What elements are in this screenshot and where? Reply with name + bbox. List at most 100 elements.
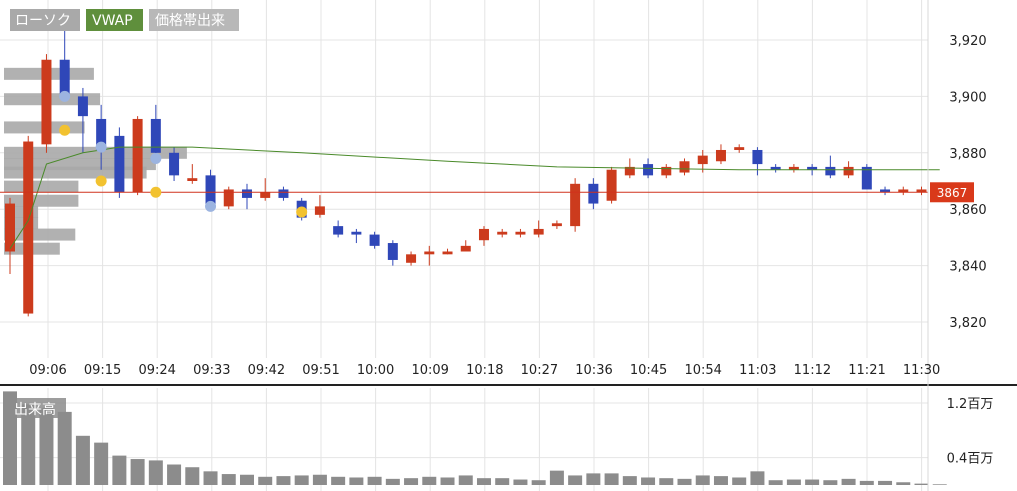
candle-body — [770, 166, 781, 170]
candle-body — [169, 152, 180, 176]
time-tick-label: 11:21 — [848, 363, 885, 378]
volume-bar — [185, 467, 200, 485]
volume-bar — [932, 484, 947, 485]
legend-volume-chip — [8, 398, 66, 418]
candle — [260, 178, 271, 201]
volume-bar — [513, 479, 528, 485]
volume-bar — [458, 475, 473, 485]
volume-bar — [148, 460, 163, 485]
price-tick-label: 3,840 — [949, 260, 986, 275]
candle — [333, 220, 344, 238]
volume-bar — [713, 476, 728, 485]
candle — [661, 164, 672, 179]
legend-volume-label: 出来高 — [14, 401, 56, 418]
candle-body — [333, 226, 344, 235]
candle — [351, 228, 362, 244]
candle-body — [406, 254, 417, 263]
price-tick-label: 3,880 — [949, 147, 986, 162]
candle-body — [861, 166, 872, 190]
candle-body — [424, 251, 435, 255]
marker-yellow — [59, 124, 71, 136]
volume-bar — [239, 474, 254, 485]
candle-body — [5, 203, 15, 252]
candle-body — [606, 169, 617, 201]
volume-bar — [422, 476, 437, 485]
legend-profile-chip[interactable] — [149, 9, 239, 31]
candle — [460, 240, 471, 252]
volume-bar — [21, 404, 36, 485]
candle — [278, 186, 289, 201]
candle — [223, 186, 234, 210]
candle — [241, 183, 252, 210]
candle-body — [643, 164, 654, 176]
marker-blue — [59, 90, 71, 102]
candle — [41, 54, 52, 153]
candle — [132, 116, 143, 196]
volume-bar — [349, 477, 364, 485]
markers — [59, 90, 308, 218]
candle-body — [478, 228, 489, 241]
candle — [59, 25, 70, 100]
candle-body — [752, 149, 763, 165]
profile-bar — [4, 228, 76, 241]
candle — [497, 228, 508, 238]
candle — [77, 87, 88, 153]
volume-bar — [622, 476, 637, 485]
candle — [187, 164, 198, 184]
candle — [406, 251, 417, 266]
candle-body — [551, 223, 562, 227]
time-tick-label: 11:03 — [739, 363, 776, 378]
candle-body — [23, 141, 34, 314]
marker-blue — [95, 141, 107, 153]
candle-body — [41, 59, 52, 145]
marker-yellow — [95, 175, 107, 187]
candle — [588, 178, 599, 210]
time-tick-label: 09:51 — [302, 363, 339, 378]
marker-blue — [150, 152, 162, 164]
volume-bar — [440, 477, 455, 485]
candle-body — [898, 189, 909, 193]
candle-body — [916, 189, 927, 193]
candle-body — [588, 183, 599, 204]
time-tick-label: 10:36 — [575, 363, 612, 378]
time-tick-label: 10:00 — [357, 363, 394, 378]
candle-body — [205, 175, 216, 207]
marker-blue — [205, 200, 217, 212]
legend-vwap-chip[interactable] — [86, 9, 143, 31]
candle-body — [278, 189, 289, 198]
time-tick-label: 10:45 — [630, 363, 667, 378]
volume-bar — [859, 480, 874, 485]
volume-bar — [294, 475, 309, 485]
candle — [606, 166, 617, 204]
time-tick-label: 11:30 — [903, 363, 940, 378]
price-tick-label: 3,920 — [949, 34, 986, 49]
candle-body — [460, 245, 471, 252]
candle — [442, 248, 453, 255]
candle — [96, 104, 107, 170]
volume-bar — [476, 478, 491, 485]
candle — [898, 186, 909, 196]
profile-bar — [4, 180, 79, 193]
candle-body — [351, 231, 362, 235]
time-tick-label: 10:18 — [466, 363, 503, 378]
volume-axis: 1.2百万 0.4百万 — [947, 397, 994, 467]
candle-body — [132, 118, 143, 193]
volume-bar — [167, 464, 182, 485]
candle — [387, 240, 398, 266]
volume-bar — [367, 476, 382, 485]
candle — [770, 164, 781, 173]
legend-profile-label: 価格帯出来 — [155, 13, 225, 29]
legend: ローソク VWAP 価格帯出来 出来高 — [8, 9, 239, 418]
volume-tick-label: 1.2百万 — [947, 397, 994, 412]
volume-bar — [768, 480, 783, 485]
candle-body — [497, 231, 508, 235]
volume-bar — [786, 479, 801, 485]
candle — [679, 158, 690, 176]
time-axis: 09:06 09:15 09:24 09:33 09:42 09:51 10:00 10:09… — [29, 363, 940, 378]
volume-bar — [659, 478, 674, 485]
candle-body — [624, 166, 635, 176]
legend-candle-chip[interactable] — [10, 9, 80, 31]
volume-bar — [841, 478, 856, 485]
price-tick-label: 3,820 — [949, 316, 986, 331]
